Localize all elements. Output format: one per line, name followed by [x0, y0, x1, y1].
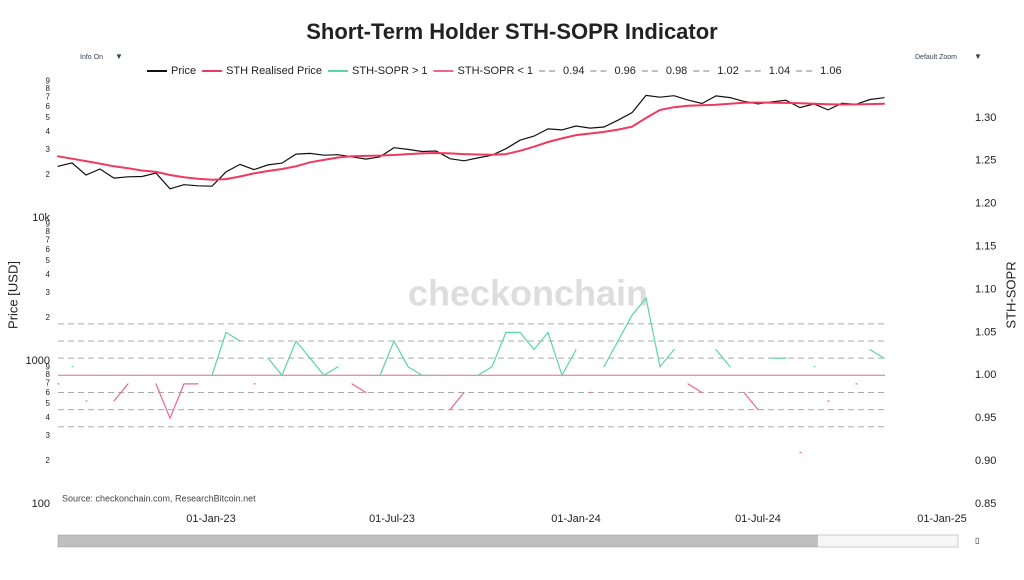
zoom-select[interactable]: Default Zoom: [915, 54, 957, 61]
y2-tick-label: 0.90: [975, 455, 996, 467]
x-tick-label: 01-Jul-24: [735, 513, 781, 525]
series-line: [743, 391, 759, 411]
series-line: [477, 331, 577, 377]
y-tick-label: 100: [32, 498, 50, 510]
series-line: [267, 339, 339, 377]
x-tick-label: 01-Jul-23: [369, 513, 415, 525]
y-tick-label: 8: [46, 227, 51, 236]
y2-axis-label: STH-SOPR: [1003, 261, 1018, 328]
y-tick-label: 5: [46, 113, 51, 122]
legend-label: 1.02: [717, 65, 738, 77]
chart-title: Short-Term Holder STH-SOPR Indicator: [306, 19, 718, 44]
series-line: [155, 383, 199, 420]
x-tick-label: 01-Jan-24: [551, 513, 601, 525]
x-tick-label: 01-Jan-25: [917, 513, 967, 525]
info-arrow[interactable]: ▼: [115, 52, 123, 61]
legend-label: STH Realised Price: [226, 65, 322, 77]
legend-label: 0.96: [614, 65, 635, 77]
y-axis-label: Price [USD]: [5, 261, 20, 329]
y-tick-label: 5: [46, 399, 51, 408]
series-line: [687, 383, 703, 394]
y2-tick-label: 1.20: [975, 198, 996, 210]
y-tick-label: 1000: [26, 355, 50, 367]
series-line: [603, 296, 675, 369]
y-tick-label: 8: [46, 370, 51, 379]
y-tick-label: 6: [46, 245, 51, 254]
y-tick-label: 9: [46, 363, 51, 372]
y2-tick-label: 0.85: [975, 498, 996, 510]
y-tick-label: 6: [46, 388, 51, 397]
y-tick-label: 8: [46, 84, 51, 93]
y-tick-label: 3: [46, 145, 51, 154]
y2-tick-label: 1.10: [975, 283, 996, 295]
series-line: [351, 383, 367, 394]
x-tick-label: 01-Jan-23: [186, 513, 236, 525]
series-line: [869, 349, 885, 359]
y2-tick-label: 1.00: [975, 369, 996, 381]
y2-tick-label: 0.95: [975, 412, 996, 424]
legend-label: STH-SOPR > 1: [352, 65, 428, 77]
series-line: [57, 101, 885, 181]
series-line: [211, 331, 241, 376]
y-tick-label: 9: [46, 77, 51, 86]
range-handle[interactable]: ▯: [975, 536, 979, 545]
legend-label: Price: [171, 65, 196, 77]
info-toggle[interactable]: Info On: [80, 54, 103, 61]
legend-label: 1.06: [820, 65, 841, 77]
y-tick-label: 4: [46, 127, 51, 136]
zoom-arrow[interactable]: ▼: [974, 52, 982, 61]
y2-tick-label: 1.25: [975, 155, 996, 167]
legend-label: 0.98: [666, 65, 687, 77]
y-tick-label: 4: [46, 413, 51, 422]
y-tick-label: 4: [46, 270, 51, 279]
legend-label: 1.04: [769, 65, 790, 77]
y2-tick-label: 1.30: [975, 112, 996, 124]
series-line: [715, 349, 731, 368]
y2-tick-label: 1.05: [975, 326, 996, 338]
series-line: [379, 339, 437, 376]
legend-label: STH-SOPR < 1: [458, 65, 534, 77]
series-line: [57, 94, 885, 190]
y-tick-label: 2: [46, 170, 51, 179]
y-tick-label: 9: [46, 220, 51, 229]
y2-tick-label: 1.15: [975, 241, 996, 253]
watermark: checkonchain: [408, 273, 648, 314]
y-tick-label: 2: [46, 456, 51, 465]
y-tick-label: 5: [46, 256, 51, 265]
y-tick-label: 7: [46, 378, 51, 387]
series-line: [113, 383, 129, 402]
legend-label: 0.94: [563, 65, 584, 77]
y-tick-label: 7: [46, 92, 51, 101]
y-tick-label: 10k: [32, 212, 50, 224]
y-tick-label: 6: [46, 102, 51, 111]
y-tick-label: 3: [46, 288, 51, 297]
series-line: [449, 391, 465, 411]
y-tick-label: 7: [46, 235, 51, 244]
y-tick-label: 3: [46, 431, 51, 440]
y-tick-label: 2: [46, 313, 51, 322]
range-window[interactable]: [58, 535, 818, 547]
source: Source: checkonchain.com, ResearchBitcoi…: [62, 493, 256, 503]
